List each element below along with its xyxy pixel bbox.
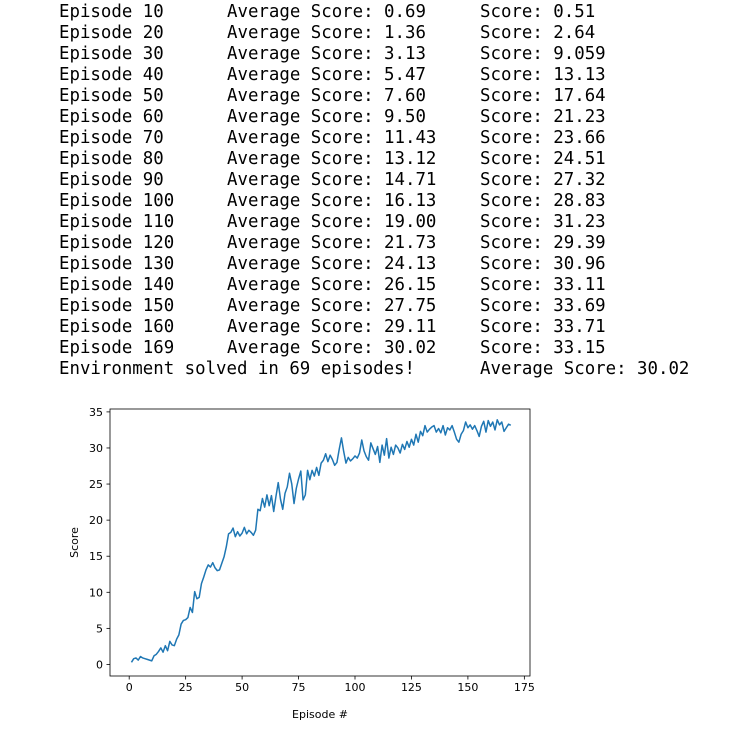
log-average-score: Average Score: 16.13 bbox=[227, 191, 436, 212]
log-episode: Episode 100 bbox=[59, 191, 174, 212]
log-episode: Episode 40 bbox=[59, 65, 164, 86]
log-episode: Episode 80 bbox=[59, 149, 164, 170]
log-average-score: Average Score: 19.00 bbox=[227, 212, 436, 233]
log-score: Score: 23.66 bbox=[480, 128, 606, 149]
log-episode: Episode 169 bbox=[59, 338, 174, 359]
plot-frame bbox=[110, 409, 530, 676]
log-score: Score: 30.96 bbox=[480, 254, 606, 275]
log-average-score: Average Score: 24.13 bbox=[227, 254, 436, 275]
log-score: Score: 33.69 bbox=[480, 296, 606, 317]
log-score: Score: 33.71 bbox=[480, 317, 606, 338]
y-tick-label: 20 bbox=[89, 514, 103, 527]
y-tick-label: 35 bbox=[89, 406, 103, 419]
log-score: Score: 13.13 bbox=[480, 65, 606, 86]
log-score: Score: 27.32 bbox=[480, 170, 606, 191]
log-average-score: Average Score: 9.50 bbox=[227, 107, 426, 128]
x-tick-label: 150 bbox=[457, 681, 478, 694]
log-average-score: Average Score: 11.43 bbox=[227, 128, 436, 149]
log-episode: Episode 30 bbox=[59, 44, 164, 65]
log-episode: Episode 90 bbox=[59, 170, 164, 191]
score-series-line bbox=[131, 420, 510, 662]
log-score: Score: 28.83 bbox=[480, 191, 606, 212]
log-episode: Episode 130 bbox=[59, 254, 174, 275]
log-score: Score: 21.23 bbox=[480, 107, 606, 128]
log-average-score: Average Score: 21.73 bbox=[227, 233, 436, 254]
log-average-score: Average Score: 29.11 bbox=[227, 317, 436, 338]
y-axis-label: Score bbox=[68, 527, 81, 558]
log-episode: Episode 150 bbox=[59, 296, 174, 317]
log-average-score: Average Score: 1.36 bbox=[227, 23, 426, 44]
log-average-score: Average Score: 13.12 bbox=[227, 149, 436, 170]
log-average-score: Average Score: 3.13 bbox=[227, 44, 426, 65]
log-episode: Episode 140 bbox=[59, 275, 174, 296]
log-score: Score: 17.64 bbox=[480, 86, 606, 107]
score-line-chart: 0 25 50 75 100 125 150 175 0 5 10 15 20 25 30 35 Episode… bbox=[0, 398, 736, 734]
y-tick-label: 15 bbox=[89, 550, 103, 563]
log-score: Score: 29.39 bbox=[480, 233, 606, 254]
log-average-score: Average Score: 30.02 bbox=[227, 338, 436, 359]
log-average-score: Average Score: 14.71 bbox=[227, 170, 436, 191]
log-average-score: Average Score: 5.47 bbox=[227, 65, 426, 86]
log-episode: Episode 10 bbox=[59, 2, 164, 23]
solved-message: Environment solved in 69 episodes! bbox=[59, 359, 415, 380]
log-episode: Episode 20 bbox=[59, 23, 164, 44]
log-score: Score: 9.059 bbox=[480, 44, 606, 65]
solved-average-score: Average Score: 30.02 bbox=[480, 359, 689, 380]
log-average-score: Average Score: 0.69 bbox=[227, 2, 426, 23]
x-tick-label: 0 bbox=[126, 681, 133, 694]
x-tick-label: 175 bbox=[514, 681, 535, 694]
log-score: Score: 33.15 bbox=[480, 338, 606, 359]
y-tick-label: 5 bbox=[96, 622, 103, 635]
x-tick-label: 25 bbox=[179, 681, 193, 694]
log-score: Score: 2.64 bbox=[480, 23, 595, 44]
log-score: Score: 0.51 bbox=[480, 2, 595, 23]
x-axis-label: Episode # bbox=[292, 708, 348, 721]
log-episode: Episode 120 bbox=[59, 233, 174, 254]
log-average-score: Average Score: 7.60 bbox=[227, 86, 426, 107]
x-tick-label: 125 bbox=[401, 681, 422, 694]
log-score: Score: 33.11 bbox=[480, 275, 606, 296]
x-tick-label: 100 bbox=[345, 681, 366, 694]
log-episode: Episode 70 bbox=[59, 128, 164, 149]
x-tick-label: 75 bbox=[292, 681, 306, 694]
y-tick-label: 0 bbox=[96, 658, 103, 671]
y-tick-label: 30 bbox=[89, 442, 103, 455]
log-episode: Episode 110 bbox=[59, 212, 174, 233]
log-episode: Episode 60 bbox=[59, 107, 164, 128]
x-tick-label: 50 bbox=[235, 681, 249, 694]
log-score: Score: 24.51 bbox=[480, 149, 606, 170]
log-average-score: Average Score: 27.75 bbox=[227, 296, 436, 317]
log-episode: Episode 50 bbox=[59, 86, 164, 107]
log-episode: Episode 160 bbox=[59, 317, 174, 338]
y-tick-label: 25 bbox=[89, 478, 103, 491]
log-score: Score: 31.23 bbox=[480, 212, 606, 233]
y-tick-label: 10 bbox=[89, 586, 103, 599]
log-average-score: Average Score: 26.15 bbox=[227, 275, 436, 296]
